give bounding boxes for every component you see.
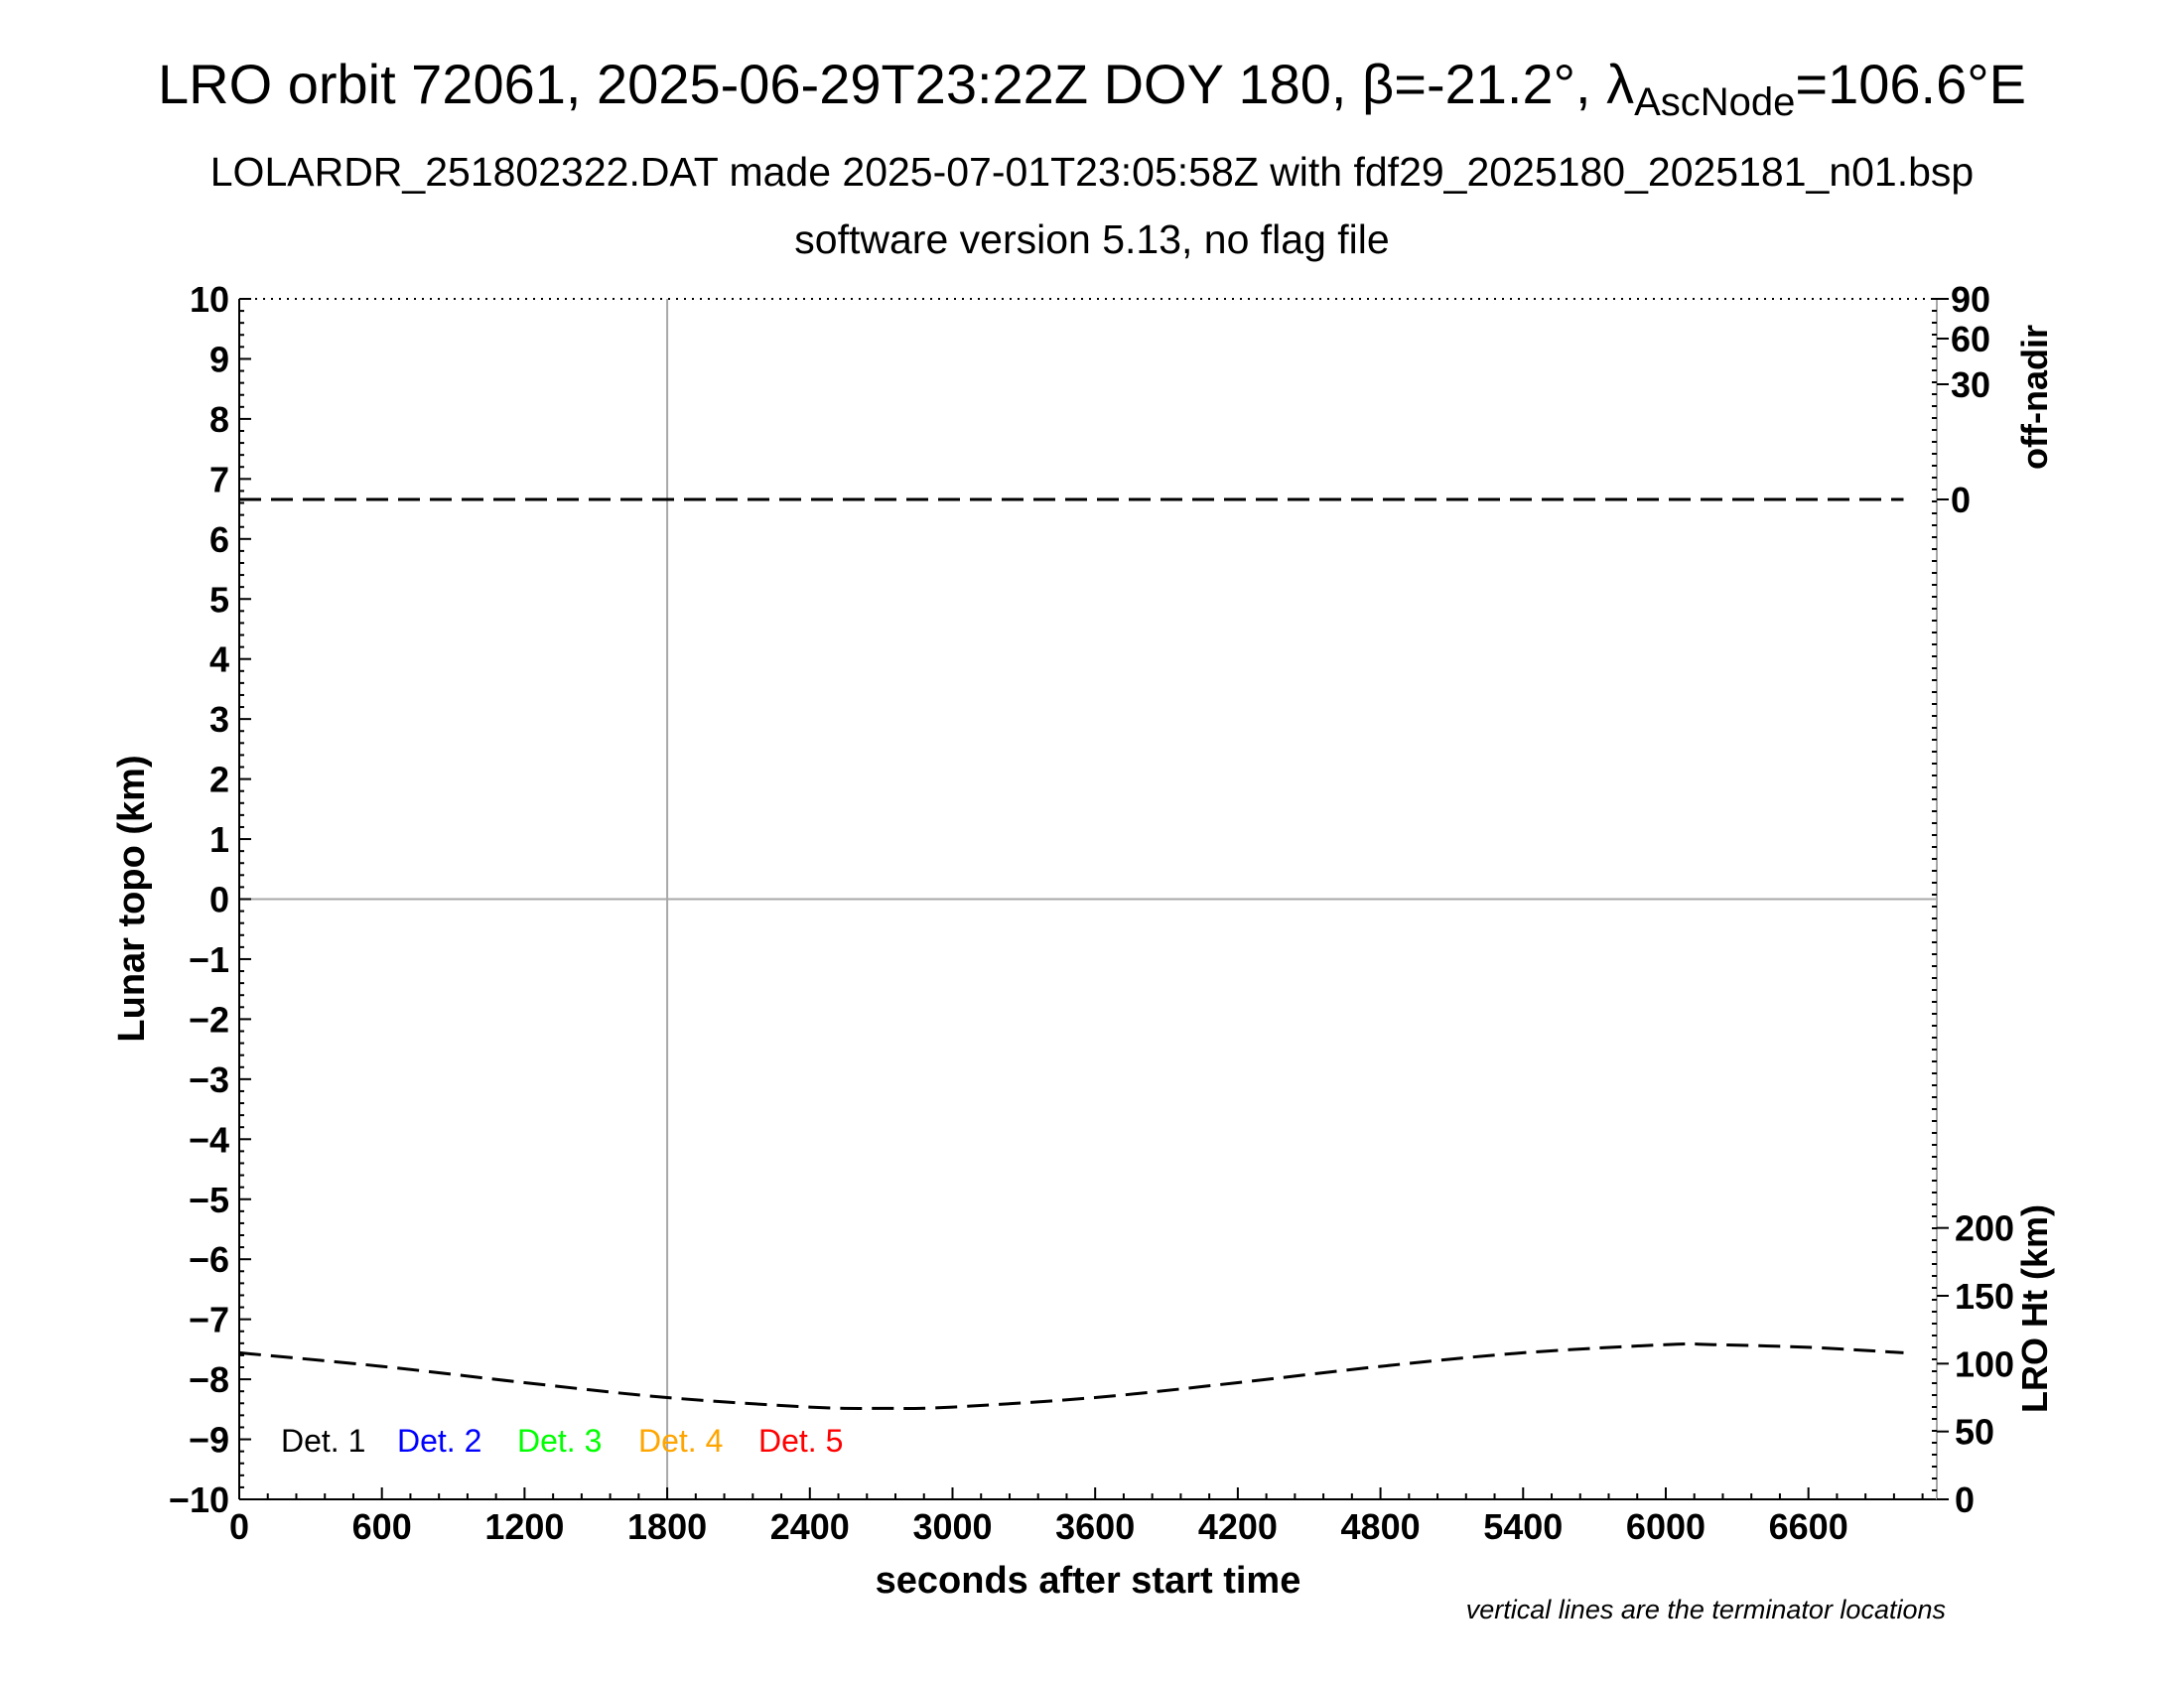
off-nadir-tick-label: 0: [1951, 480, 1971, 520]
y-tick-label: −4: [189, 1119, 229, 1160]
lro-ht-tick-label: 50: [1955, 1412, 1994, 1453]
x-tick-label: 4800: [1341, 1506, 1421, 1547]
x-tick-label: 5400: [1483, 1506, 1563, 1547]
y-tick-label: 8: [209, 399, 229, 440]
axes-layer: [238, 298, 1949, 1500]
y-tick-label: 10: [190, 279, 229, 320]
chart-title: LRO orbit 72061, 2025-06-29T23:22Z DOY 1…: [0, 52, 2184, 125]
y-tick-label: 4: [209, 639, 229, 680]
chart-title-suffix: =106.6°E: [1795, 53, 2027, 115]
y-tick-label: −10: [169, 1479, 229, 1520]
y-axis-label: Lunar topo (km): [111, 755, 153, 1042]
chart-title-main: LRO orbit 72061, 2025-06-29T23:22Z DOY 1…: [157, 53, 1635, 115]
y-tick-label: 3: [209, 699, 229, 740]
grid-layer: [239, 299, 1937, 1499]
y-tick-label: −3: [189, 1059, 229, 1100]
x-tick-label: 3000: [912, 1506, 992, 1547]
y-tick-label: −6: [189, 1239, 229, 1280]
y-tick-label: 2: [209, 760, 229, 800]
off-nadir-tick-label: 90: [1951, 279, 1990, 320]
lro-ht-tick-label: 150: [1955, 1276, 2014, 1317]
x-tick-label: 4200: [1198, 1506, 1278, 1547]
legend-entry: Det. 2: [397, 1423, 481, 1459]
y-tick-label: 6: [209, 519, 229, 560]
y-tick-label: 1: [209, 819, 229, 860]
y-tick-label: −8: [189, 1359, 229, 1400]
legend-entry: Det. 1: [281, 1423, 365, 1459]
chart-title-subscript: AscNode: [1634, 80, 1796, 125]
x-tick-label: 0: [229, 1506, 249, 1547]
lro-ht-tick-label: 100: [1955, 1343, 2014, 1384]
lro-ht-tick-label: 0: [1955, 1479, 1975, 1520]
y-tick-label: 5: [209, 579, 229, 620]
chart-subtitle: LOLARDR_251802322.DAT made 2025-07-01T23…: [209, 149, 1975, 195]
chart-subtitle-2: software version 5.13, no flag file: [794, 216, 1390, 262]
y-tick-label: −1: [189, 939, 229, 980]
x-tick-label: 3600: [1055, 1506, 1135, 1547]
x-axis-label: seconds after start time: [876, 1560, 1301, 1602]
series-layer: [238, 497, 1904, 1410]
legend-entry: Det. 5: [758, 1423, 843, 1459]
y-tick-label: −9: [189, 1420, 229, 1461]
legend-entry: Det. 3: [517, 1423, 602, 1459]
y-tick-label: 9: [209, 339, 229, 379]
x-tick-label: 1200: [484, 1506, 564, 1547]
off-nadir-axis-label: off-nadir: [2014, 325, 2055, 470]
x-tick-label: 1800: [627, 1506, 707, 1547]
y-tick-label: 7: [209, 459, 229, 499]
x-tick-label: 600: [352, 1506, 412, 1547]
y-tick-label: 0: [209, 880, 229, 920]
lro-height-series-line: [238, 1341, 1904, 1410]
off-nadir-tick-label: 30: [1951, 364, 1990, 405]
y-tick-label: −2: [189, 999, 229, 1040]
off-nadir-tick-label: 60: [1951, 319, 1990, 359]
x-tick-label: 2400: [770, 1506, 850, 1547]
lro-ht-axis-label: LRO Ht (km): [2014, 1204, 2055, 1413]
legend-entry: Det. 4: [638, 1423, 723, 1459]
x-tick-label: 6600: [1769, 1506, 1848, 1547]
y-tick-label: −7: [189, 1300, 229, 1340]
y-tick-label: −5: [189, 1180, 229, 1220]
footnote: vertical lines are the terminator locati…: [1466, 1595, 1946, 1624]
lro-ht-tick-label: 200: [1955, 1208, 2014, 1249]
x-tick-label: 6000: [1626, 1506, 1706, 1547]
